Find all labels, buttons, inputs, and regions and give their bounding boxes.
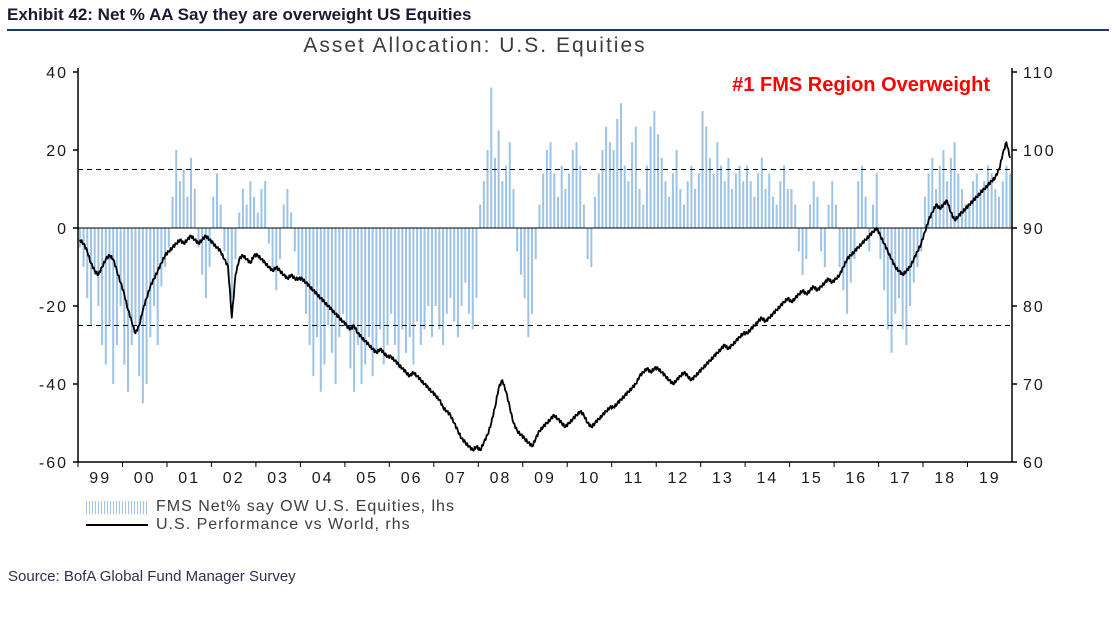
header-rule [7,29,1109,31]
x-axis-tick-label: 12 [668,470,690,487]
x-axis-tick-label: 02 [223,470,245,487]
right-axis-tick-label: 70 [1023,377,1045,394]
x-axis-tick-label: 17 [890,470,912,487]
legend-label-line: U.S. Performance vs World, rhs [156,516,411,533]
x-axis-tick-label: 11 [624,470,645,487]
x-axis-tick-label: 05 [356,470,378,487]
right-axis-tick-label: 60 [1023,455,1045,472]
x-axis-tick-label: 04 [312,470,334,487]
chart-title: Asset Allocation: U.S. Equities [303,34,647,57]
x-axis-tick-label: 08 [490,470,512,487]
x-axis-tick-label: 99 [89,470,111,487]
x-axis-tick-label: 10 [579,470,601,487]
chart-legend: FMS Net% say OW U.S. Equities, lhs U.S. … [86,498,455,534]
x-axis-tick-label: 03 [267,470,289,487]
x-axis-tick-label: 18 [934,470,956,487]
bar-series-swatch-icon [86,500,148,514]
x-axis-tick-label: 01 [178,470,200,487]
source-note: Source: BofA Global Fund Manager Survey [8,568,296,585]
legend-item-line: U.S. Performance vs World, rhs [86,516,455,534]
left-axis-tick-label: 0 [57,221,68,238]
left-axis-tick-label: -20 [39,299,68,316]
right-axis-tick-label: 100 [1023,143,1056,160]
left-axis-tick-label: 40 [46,65,68,82]
right-axis-tick-label: 80 [1023,299,1045,316]
x-axis-tick-label: 06 [401,470,423,487]
legend-item-bars: FMS Net% say OW U.S. Equities, lhs [86,498,455,516]
left-axis-tick-label: -60 [39,455,68,472]
chart-annotation: #1 FMS Region Overweight [732,74,990,96]
x-axis-tick-label: 00 [134,470,156,487]
right-axis-tick-label: 110 [1023,65,1055,82]
left-axis-tick-label: 20 [46,143,68,160]
exhibit-title: Exhibit 42: Net % AA Say they are overwe… [7,5,472,24]
x-axis-tick-label: 13 [712,470,734,487]
x-axis-tick-label: 19 [979,470,1001,487]
x-axis-tick-label: 15 [801,470,823,487]
line-series [79,141,1011,452]
left-axis-tick-label: -40 [39,377,68,394]
bar-series [78,87,1012,404]
x-axis-tick-label: 16 [845,470,867,487]
line-series-swatch-icon [86,524,148,526]
x-axis-tick-label: 07 [445,470,467,487]
legend-label-bars: FMS Net% say OW U.S. Equities, lhs [156,498,455,515]
x-axis-tick-label: 09 [534,470,556,487]
right-axis-tick-label: 90 [1023,221,1045,238]
x-axis-tick-label: 14 [757,470,779,487]
